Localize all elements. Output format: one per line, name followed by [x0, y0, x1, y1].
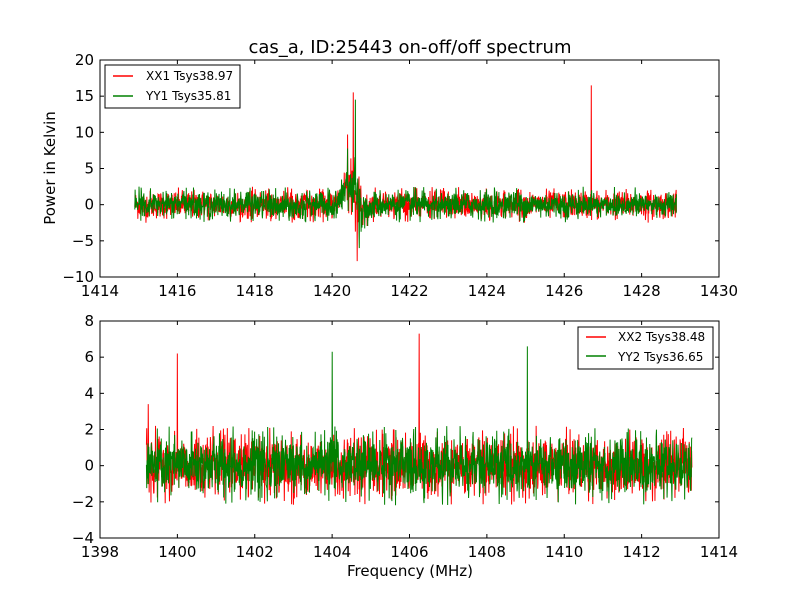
bottom-y-tick-label: −2	[72, 493, 94, 511]
top-y-tick-label: 0	[84, 196, 94, 214]
bottom-x-tick-label: 1404	[313, 543, 351, 561]
top-legend: XX1 Tsys38.97 YY1 Tsys35.81	[104, 64, 241, 109]
top-x-tick-label: 1428	[623, 282, 661, 300]
top-x-tick-label: 1420	[313, 282, 351, 300]
top-x-tick-label: 1414	[81, 282, 119, 300]
bottom-subplot: 1398 1400 1402 1404 1406 1408 1410 1412 1414 −4 −2…	[72, 312, 738, 580]
bottom-y-tick-label: 8	[84, 312, 94, 330]
top-x-tick-label: 1424	[468, 282, 506, 300]
top-y-tick-label: −5	[72, 232, 94, 250]
bottom-x-tick-label: 1414	[700, 543, 738, 561]
bottom-legend-box	[577, 326, 714, 370]
bottom-legend-label-yy2: YY2 Tsys36.65	[617, 350, 703, 364]
bottom-y-tick-label: 6	[84, 348, 94, 366]
top-y-tick-label: 20	[75, 51, 94, 69]
bottom-y-tick-label: 2	[84, 421, 94, 439]
top-chart-title: cas_a, ID:25443 on-off/off spectrum	[248, 37, 571, 58]
top-x-tick-label: 1418	[236, 282, 274, 300]
top-x-tick-label: 1416	[158, 282, 196, 300]
top-subplot: cas_a, ID:25443 on-off/off spectrum 1414…	[41, 37, 738, 300]
bottom-series-layer	[145, 333, 693, 506]
top-y-axis-label: Power in Kelvin	[41, 111, 59, 225]
bottom-x-tick-label: 1412	[623, 543, 661, 561]
bottom-series-line-xx2	[145, 333, 693, 505]
bottom-x-tick-label: 1400	[158, 543, 196, 561]
bottom-x-tick-label: 1402	[236, 543, 274, 561]
bottom-series-line-yy2	[145, 346, 693, 506]
bottom-y-tick-label: 4	[84, 384, 94, 402]
bottom-x-tick-label: 1398	[81, 543, 119, 561]
top-y-tick-label: 10	[75, 123, 94, 141]
bottom-legend: XX2 Tsys38.48 YY2 Tsys36.65	[577, 326, 714, 370]
top-legend-label-yy1: YY1 Tsys35.81	[145, 89, 231, 103]
top-y-tick-label: −10	[62, 268, 94, 286]
bottom-x-tick-label: 1408	[468, 543, 506, 561]
top-series-layer	[134, 85, 677, 262]
bottom-y-tick-label: 0	[84, 457, 94, 475]
bottom-x-tick-label: 1410	[545, 543, 583, 561]
top-y-tick-label: 15	[75, 87, 94, 105]
bottom-ticks: 1398 1400 1402 1404 1406 1408 1410 1412 1414 −4 −2…	[72, 312, 738, 561]
top-y-tick-label: 5	[84, 160, 94, 178]
top-series-line-yy1	[134, 99, 677, 249]
top-legend-label-xx1: XX1 Tsys38.97	[146, 69, 233, 83]
top-x-tick-label: 1426	[545, 282, 583, 300]
top-x-tick-label: 1430	[700, 282, 738, 300]
top-legend-box	[104, 64, 241, 109]
bottom-x-tick-label: 1406	[390, 543, 428, 561]
bottom-y-tick-label: −4	[72, 529, 94, 547]
top-x-tick-label: 1422	[390, 282, 428, 300]
bottom-x-axis-label: Frequency (MHz)	[347, 562, 473, 580]
top-ticks: 1414 1416 1418 1420 1422 1424 1426 1428 1430 −10 −…	[62, 51, 738, 300]
bottom-legend-label-xx2: XX2 Tsys38.48	[618, 330, 705, 344]
